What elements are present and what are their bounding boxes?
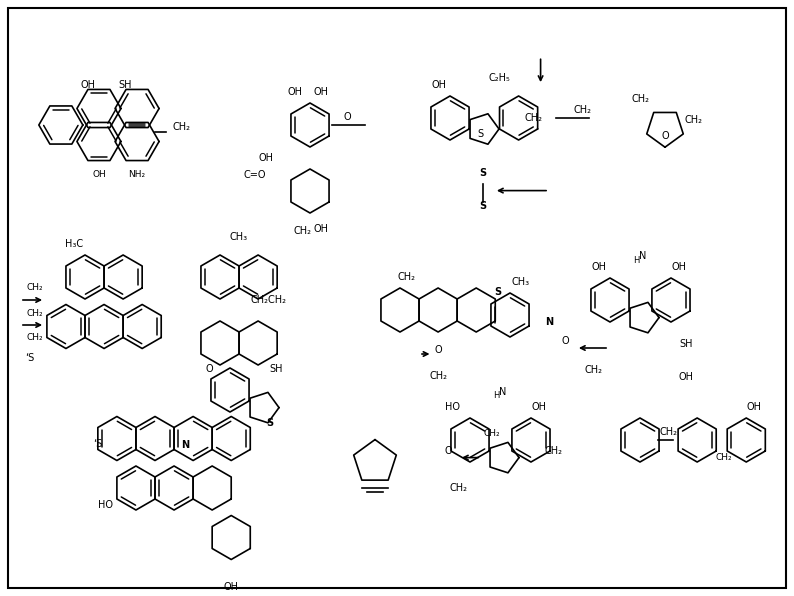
Text: OH: OH (671, 262, 686, 272)
Text: SH: SH (269, 364, 283, 374)
Text: O: O (344, 112, 351, 122)
Text: CH₂: CH₂ (632, 94, 650, 104)
Text: N: N (499, 387, 507, 396)
Text: SH: SH (119, 80, 133, 91)
Text: CH₂: CH₂ (684, 115, 703, 125)
Text: S: S (480, 168, 487, 178)
Text: OH: OH (314, 224, 329, 234)
Text: OH: OH (287, 87, 303, 97)
Text: OH: OH (531, 402, 546, 412)
Text: H: H (493, 392, 499, 401)
Text: N: N (639, 251, 646, 261)
Text: S: S (266, 418, 273, 428)
Text: OH: OH (679, 372, 694, 382)
Text: CH₃: CH₃ (230, 232, 248, 243)
Text: C₂H₅: C₂H₅ (488, 73, 511, 83)
Text: NH₂: NH₂ (129, 170, 145, 179)
Text: CH₂: CH₂ (27, 284, 44, 293)
Text: HO: HO (445, 402, 460, 412)
Text: O: O (561, 336, 569, 346)
Text: CH₂: CH₂ (715, 453, 732, 462)
Text: OH: OH (80, 80, 95, 91)
Text: CH₂: CH₂ (27, 309, 44, 318)
Text: OH: OH (259, 153, 273, 163)
Text: O: O (444, 446, 452, 456)
Text: OH: OH (431, 80, 446, 90)
Text: CH₂CH₂: CH₂CH₂ (250, 295, 286, 305)
Text: O: O (205, 364, 213, 374)
Text: H: H (633, 256, 640, 265)
Text: CH₂: CH₂ (584, 365, 603, 375)
Text: CH₂: CH₂ (573, 105, 592, 115)
Text: ‘S: ‘S (93, 439, 102, 449)
Text: CH₂: CH₂ (293, 226, 311, 235)
Text: S: S (495, 287, 502, 297)
Text: CH₂: CH₂ (398, 272, 415, 282)
Text: CH₂: CH₂ (429, 371, 447, 381)
Text: O: O (661, 131, 669, 141)
Text: C=O: C=O (244, 169, 266, 179)
Text: N: N (181, 440, 190, 450)
Text: S: S (477, 129, 483, 139)
Text: CH₃: CH₃ (512, 277, 530, 287)
Text: CH₂: CH₂ (172, 122, 190, 132)
Text: CH₂: CH₂ (27, 334, 44, 343)
Text: CH₂: CH₂ (525, 113, 543, 123)
Text: OH: OH (592, 262, 607, 272)
Text: OH: OH (92, 170, 106, 179)
Text: CH₂: CH₂ (545, 446, 563, 456)
Text: CH₂: CH₂ (484, 429, 500, 438)
Text: OH: OH (747, 402, 761, 412)
Text: HO: HO (98, 499, 113, 510)
Text: N: N (545, 316, 553, 327)
Text: CH₂: CH₂ (660, 427, 677, 437)
Text: OH: OH (314, 87, 329, 97)
Text: ‘S: ‘S (25, 353, 35, 363)
Text: OH: OH (224, 582, 239, 592)
Text: SH: SH (680, 339, 693, 349)
Text: H₃C: H₃C (64, 239, 83, 249)
Text: CH₂: CH₂ (450, 483, 468, 493)
Text: S: S (480, 201, 487, 211)
Text: O: O (434, 344, 442, 355)
